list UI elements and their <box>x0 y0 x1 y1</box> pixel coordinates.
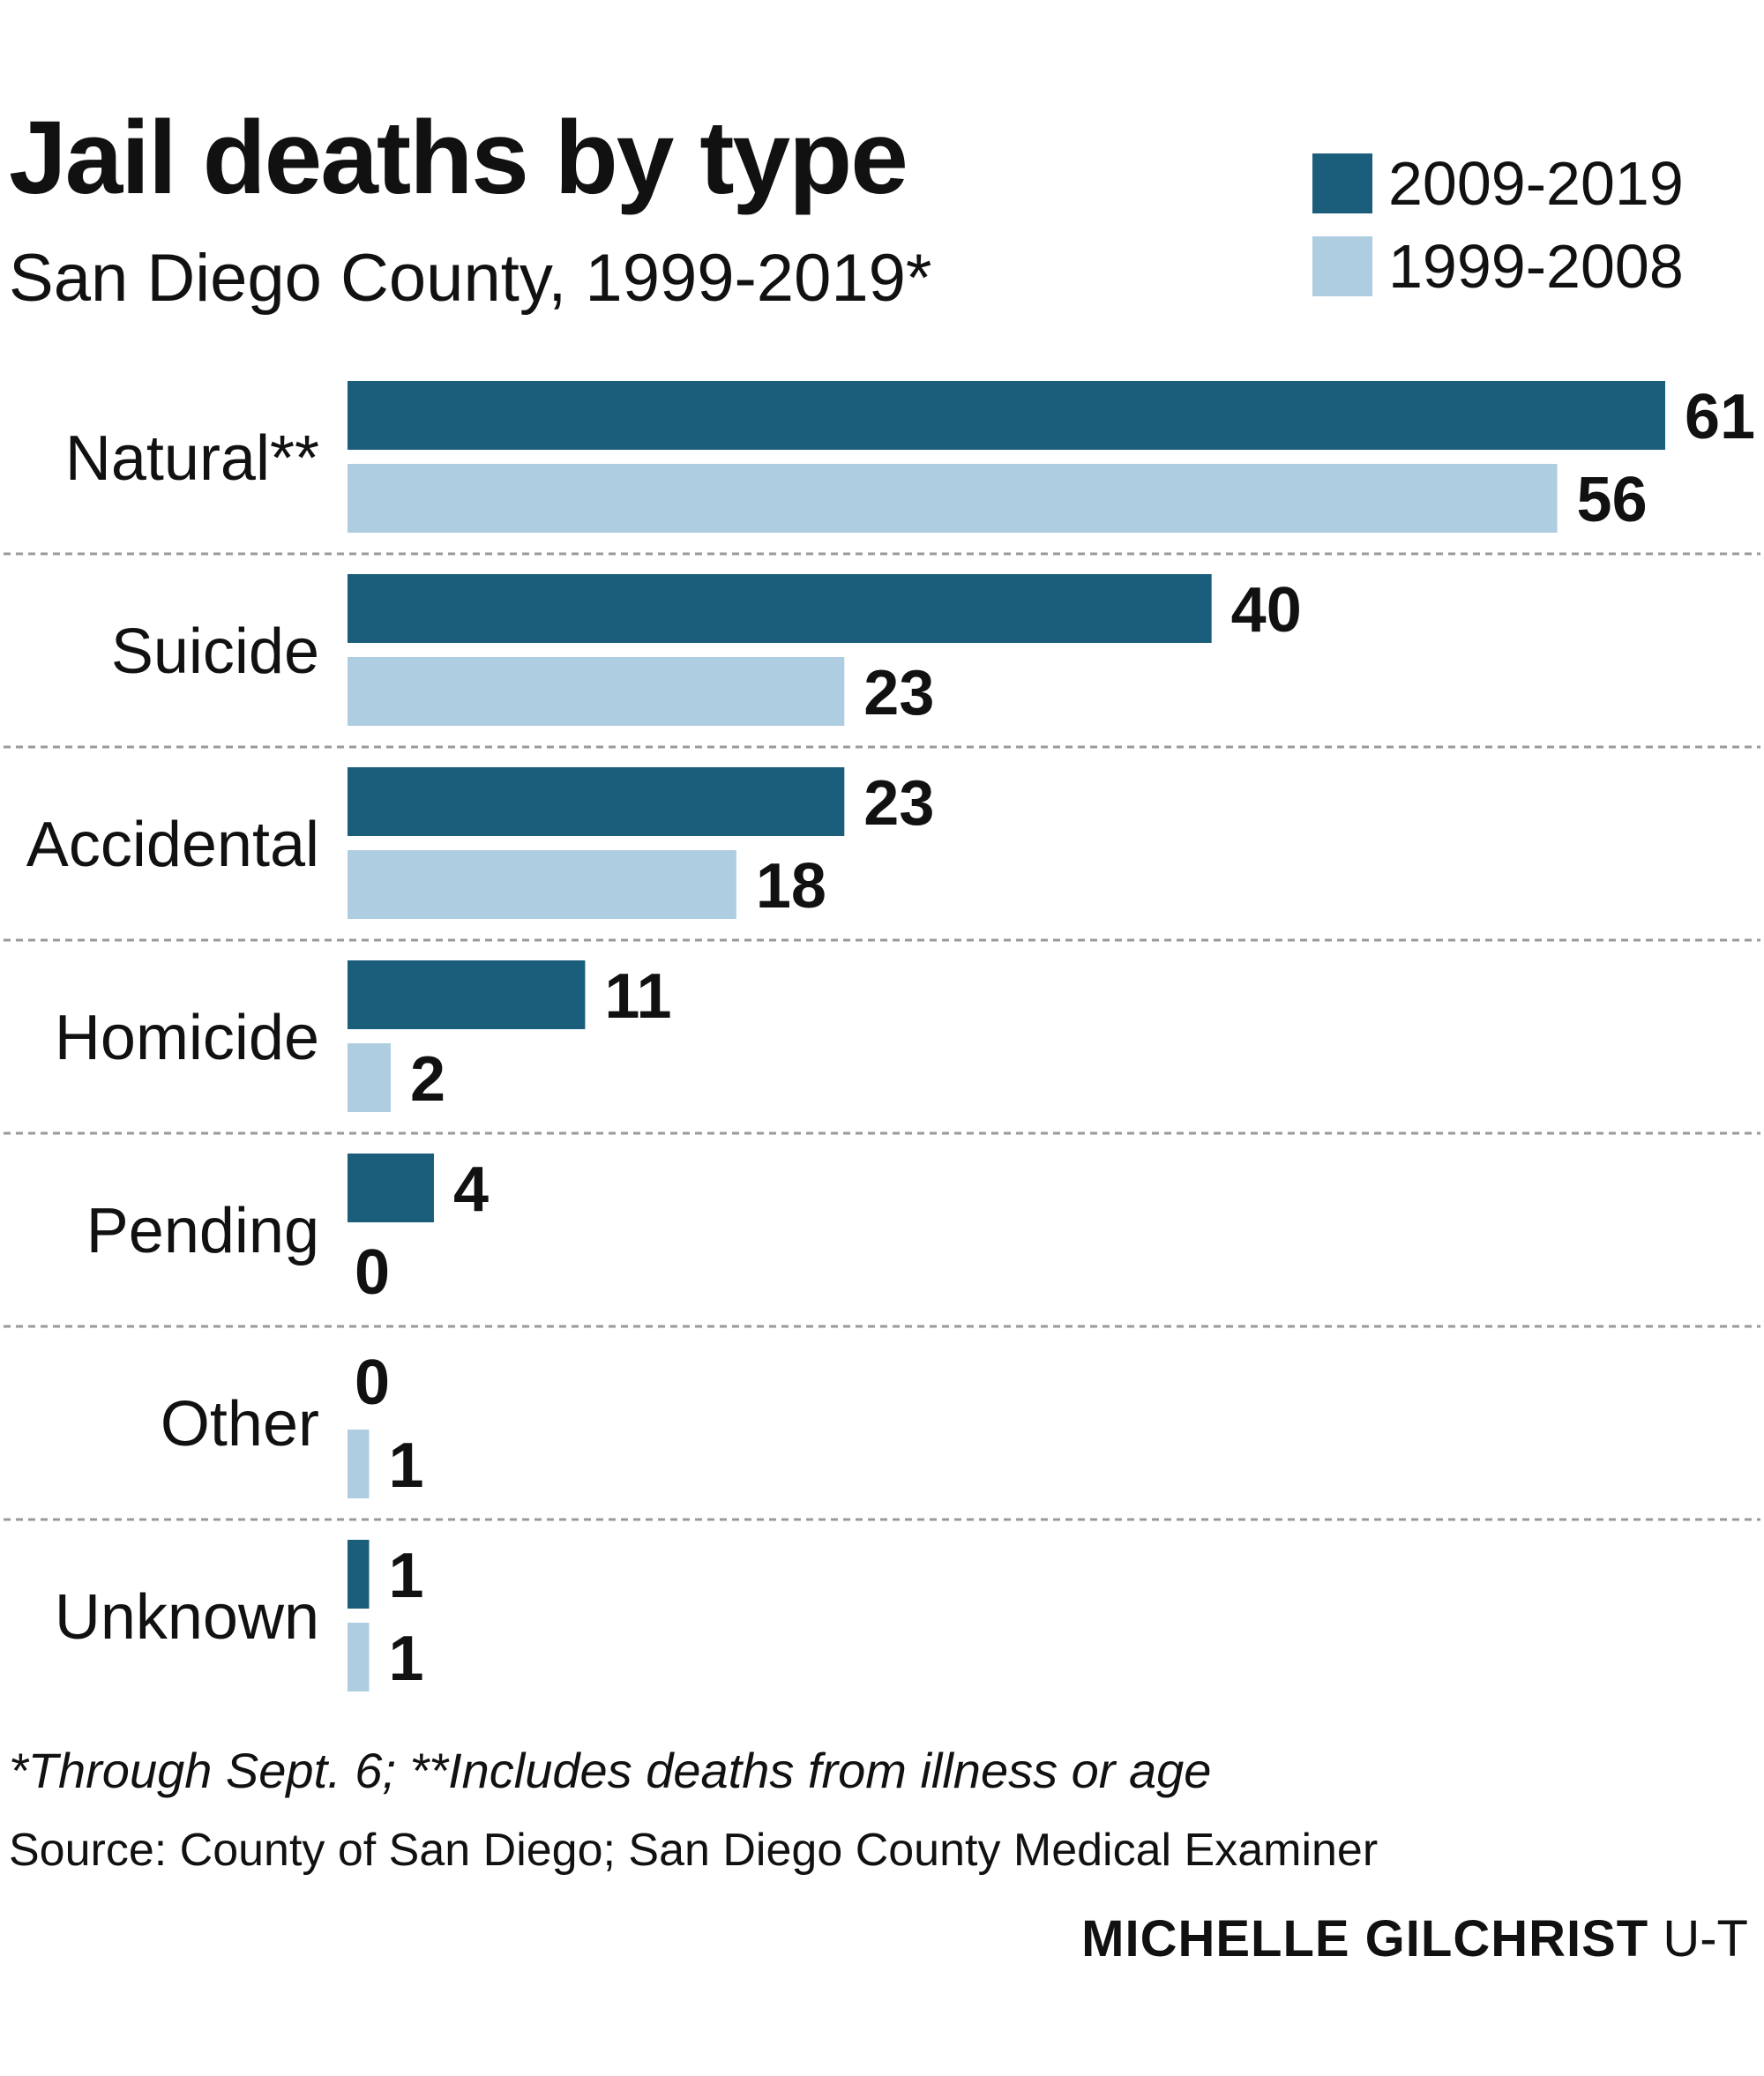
category-label-homicide: Homicide <box>55 1003 319 1073</box>
data-label-unknown-1999-2008: 1 <box>388 1624 423 1694</box>
data-label-suicide-2009-2019: 40 <box>1231 575 1302 646</box>
category-label-pending: Pending <box>86 1196 319 1266</box>
bar-natural-1999-2008 <box>348 464 1558 533</box>
bar-homicide-2009-2019 <box>348 960 586 1029</box>
data-label-other-2009-2019: 0 <box>355 1348 390 1418</box>
data-label-natural-2009-2019: 61 <box>1685 382 1755 452</box>
chart-subtitle: San Diego County, 1999-2019* <box>9 241 932 316</box>
bar-natural-2009-2019 <box>348 381 1665 450</box>
bar-unknown-2009-2019 <box>348 1540 370 1609</box>
bar-pending-2009-2019 <box>348 1154 434 1222</box>
data-label-accidental-2009-2019: 23 <box>863 768 934 839</box>
bar-other-1999-2008 <box>348 1430 370 1498</box>
bar-accidental-1999-2008 <box>348 850 736 919</box>
legend-swatch-2009-2019 <box>1312 153 1372 213</box>
data-label-accidental-1999-2008: 18 <box>756 851 826 922</box>
data-label-pending-1999-2008: 0 <box>355 1237 390 1308</box>
chart-title: Jail deaths by type <box>9 100 908 216</box>
category-label-other: Other <box>161 1389 319 1460</box>
data-label-pending-2009-2019: 4 <box>453 1154 489 1225</box>
data-label-homicide-1999-2008: 2 <box>410 1044 445 1115</box>
bar-unknown-1999-2008 <box>348 1623 370 1691</box>
category-label-natural: Natural** <box>65 423 319 494</box>
legend-label-1999-2008: 1999-2008 <box>1388 232 1684 301</box>
credit-org: U-T <box>1663 1910 1748 1968</box>
legend-swatch-1999-2008 <box>1312 236 1372 296</box>
bar-accidental-2009-2019 <box>348 767 845 836</box>
data-label-homicide-2009-2019: 11 <box>604 961 671 1032</box>
legend-item-2009-2019: 2009-2019 <box>1312 152 1684 215</box>
data-label-natural-1999-2008: 56 <box>1577 465 1648 535</box>
credit-name: MICHELLE GILCHRIST <box>1081 1910 1649 1968</box>
data-label-unknown-2009-2019: 1 <box>388 1541 423 1611</box>
bar-suicide-1999-2008 <box>348 657 845 726</box>
bar-homicide-1999-2008 <box>348 1043 391 1112</box>
footnote: *Through Sept. 6; **Includes deaths from… <box>9 1743 1212 1798</box>
source-note: Source: County of San Diego; San Diego C… <box>9 1825 1379 1876</box>
credit-line: MICHELLE GILCHRIST U-T <box>1081 1914 1748 1965</box>
category-label-unknown: Unknown <box>55 1582 319 1653</box>
legend-label-2009-2019: 2009-2019 <box>1388 149 1684 218</box>
legend-item-1999-2008: 1999-2008 <box>1312 235 1684 298</box>
data-label-suicide-1999-2008: 23 <box>863 658 934 728</box>
data-label-other-1999-2008: 1 <box>388 1430 423 1501</box>
category-label-accidental: Accidental <box>26 810 319 880</box>
bar-suicide-2009-2019 <box>348 574 1212 643</box>
bar-chart: Natural**6156Suicide4023Accidental2318Ho… <box>4 381 1760 1694</box>
category-label-suicide: Suicide <box>111 616 319 687</box>
